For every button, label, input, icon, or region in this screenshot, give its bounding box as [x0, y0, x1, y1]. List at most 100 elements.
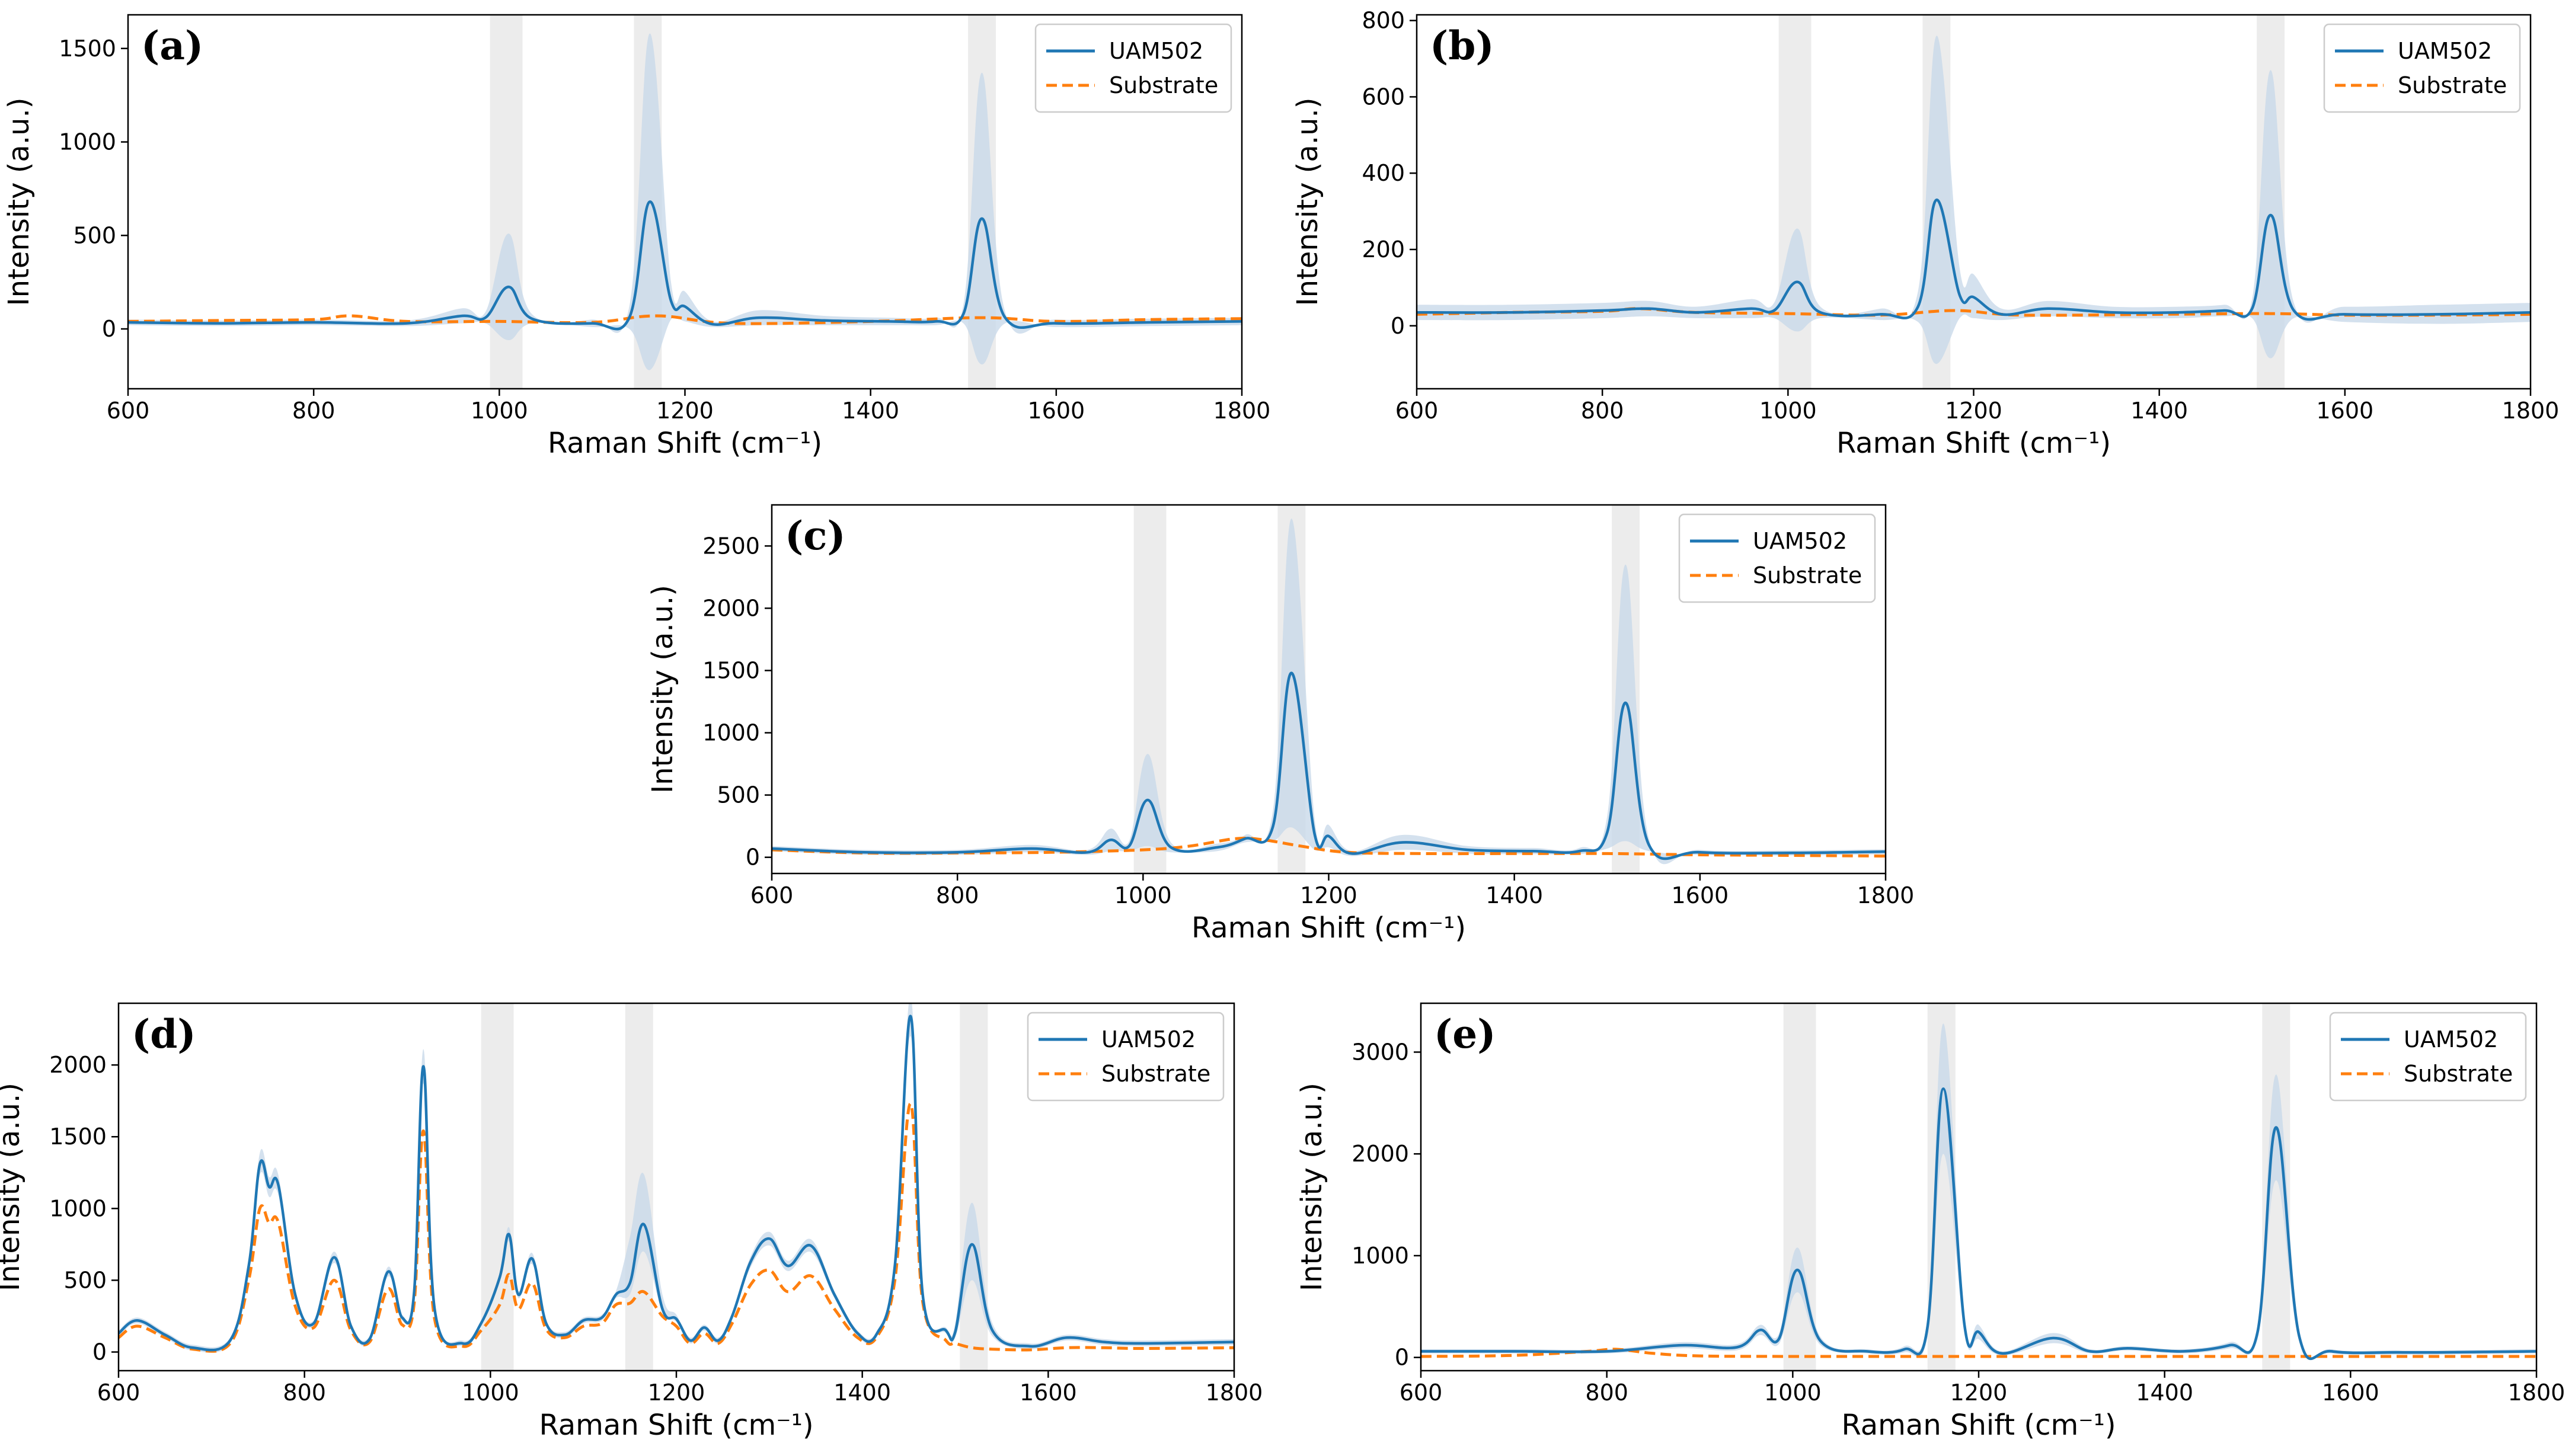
x-tick-label: 1600 [1020, 1380, 1077, 1406]
legend-substrate-label: Substrate [1109, 72, 1218, 98]
x-tick-label: 1000 [471, 398, 528, 424]
y-tick-label: 0 [1391, 313, 1405, 339]
y-axis-label: Intensity (a.u.) [1291, 98, 1324, 306]
substrate-line [772, 836, 1886, 858]
panel-a: 600 800 1000 1200 1400 1600 1800 0 500 1000 1500 Ra… [2, 14, 1271, 460]
legend: UAM502 Substrate [1678, 513, 1876, 603]
panel-b: 600 800 1000 1200 1400 1600 1800 0 200 400 600 800 R… [1291, 8, 2559, 460]
x-tick-label: 1800 [1206, 1380, 1263, 1406]
plot-area [772, 505, 1886, 873]
plot-area [1417, 15, 2531, 389]
uam502-line [1421, 1087, 2536, 1360]
y-axis-label: Intensity (a.u.) [646, 585, 679, 793]
y-tick-label: 0 [92, 1339, 107, 1365]
y-tick-label: 500 [63, 1267, 107, 1293]
x-tick-label: 1600 [1671, 882, 1729, 908]
x-axis-label: Raman Shift (cm⁻¹) [539, 1409, 813, 1442]
y-tick-label: 800 [1362, 8, 1405, 34]
legend-box [1027, 1012, 1225, 1102]
x-tick-label: 1000 [1114, 882, 1172, 908]
legend: UAM502 Substrate [1027, 1012, 1225, 1102]
x-tick-label: 1800 [1213, 398, 1271, 424]
y-tick-label: 1500 [59, 36, 116, 62]
y-tick-label: 600 [1362, 84, 1405, 110]
x-tick-label: 1400 [2136, 1380, 2193, 1406]
uam502-line [119, 1015, 1234, 1352]
x-tick-label: 1600 [2322, 1380, 2379, 1406]
y-tick-label: 500 [73, 222, 116, 248]
panel-c: 600 800 1000 1200 1400 1600 1800 0 500 1000 1500 20… [646, 504, 1915, 945]
x-tick-label: 800 [292, 398, 336, 424]
legend-substrate-label: Substrate [2404, 1061, 2513, 1087]
y-tick-label: 2500 [702, 533, 760, 559]
x-tick-label: 1600 [1027, 398, 1085, 424]
substrate-line [1421, 1348, 2536, 1358]
highlight-region [960, 1003, 988, 1371]
legend-box [1034, 23, 1232, 113]
x-tick-label: 1400 [833, 1380, 891, 1406]
legend-uam502-label: UAM502 [2398, 38, 2492, 64]
y-tick-label: 1000 [49, 1195, 107, 1221]
panel-label: (b) [1430, 23, 1494, 69]
panel-label: (e) [1434, 1011, 1496, 1057]
y-tick-label: 1500 [49, 1124, 107, 1150]
x-tick-label: 1000 [1764, 1380, 1822, 1406]
uam502-line [1417, 199, 2531, 321]
x-tick-label: 1800 [1857, 882, 1915, 908]
plot-area [128, 15, 1242, 389]
legend-uam502-label: UAM502 [1101, 1026, 1196, 1052]
x-tick-label: 1600 [2316, 398, 2373, 424]
x-tick-label: 1400 [842, 398, 899, 424]
y-tick-label: 2000 [1352, 1141, 1409, 1167]
y-tick-label: 1000 [59, 129, 116, 155]
x-tick-label: 1200 [1945, 398, 2002, 424]
x-tick-label: 1400 [2130, 398, 2188, 424]
x-tick-label: 1200 [648, 1380, 705, 1406]
uam502-line [772, 671, 1886, 860]
legend-uam502-label: UAM502 [2404, 1026, 2498, 1052]
panel-d: 600 800 1000 1200 1400 1600 1800 0 500 1000 1500 20… [0, 1002, 1263, 1442]
x-tick-label: 600 [107, 398, 150, 424]
legend-substrate-label: Substrate [1753, 562, 1862, 588]
x-tick-label: 1200 [1300, 882, 1357, 908]
highlight-region [1778, 15, 1812, 389]
y-tick-label: 200 [1362, 236, 1405, 263]
legend-box [2329, 1012, 2527, 1102]
uam502-std-band [128, 33, 1242, 370]
x-tick-label: 600 [97, 1380, 140, 1406]
y-tick-label: 1000 [1352, 1243, 1409, 1269]
y-axis-label: Intensity (a.u.) [0, 1083, 26, 1291]
x-tick-label: 1800 [2502, 398, 2560, 424]
y-axis-label: Intensity (a.u.) [2, 98, 36, 306]
x-axis-label: Raman Shift (cm⁻¹) [1191, 911, 1466, 945]
y-axis-label: Intensity (a.u.) [1295, 1083, 1328, 1291]
legend-uam502-label: UAM502 [1109, 38, 1203, 64]
panel-label: (a) [141, 23, 203, 69]
x-tick-label: 600 [750, 882, 794, 908]
y-tick-label: 400 [1362, 160, 1405, 186]
y-tick-label: 3000 [1352, 1039, 1409, 1065]
x-tick-label: 600 [1400, 1380, 1443, 1406]
x-tick-label: 1000 [1759, 398, 1817, 424]
x-axis-label: Raman Shift (cm⁻¹) [548, 427, 822, 460]
y-tick-label: 2000 [702, 595, 760, 621]
x-tick-label: 800 [283, 1380, 326, 1406]
legend-box [2323, 23, 2521, 113]
y-tick-label: 1000 [702, 720, 760, 746]
x-tick-label: 800 [1585, 1380, 1628, 1406]
x-tick-label: 1800 [2508, 1380, 2566, 1406]
x-tick-label: 800 [1581, 398, 1624, 424]
y-tick-label: 1500 [702, 657, 760, 683]
legend-uam502-label: UAM502 [1753, 528, 1847, 554]
y-tick-label: 0 [1395, 1345, 1409, 1371]
x-tick-label: 1400 [1485, 882, 1543, 908]
uam502-line [128, 200, 1242, 331]
x-tick-label: 1200 [656, 398, 714, 424]
legend: UAM502 Substrate [2329, 1012, 2527, 1102]
legend: UAM502 Substrate [1034, 23, 1232, 113]
panel-label: (d) [132, 1011, 196, 1057]
x-axis-label: Raman Shift (cm⁻¹) [1836, 427, 2111, 460]
y-tick-label: 0 [102, 316, 116, 342]
x-tick-label: 1200 [1950, 1380, 2008, 1406]
